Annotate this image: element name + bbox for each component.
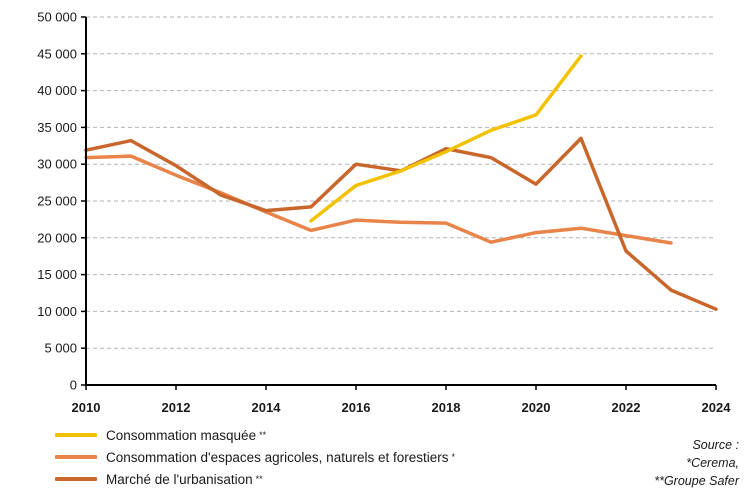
legend: Consommation masquée ** Consommation d'es… <box>55 424 455 490</box>
legend-item-consommation-masquee: Consommation masquée ** <box>55 424 455 446</box>
legend-item-marche-urbanisation: Marché de l'urbanisation ** <box>55 468 455 490</box>
y-tick-label: 30 000 <box>37 157 77 172</box>
y-tick-label: 15 000 <box>37 267 77 282</box>
y-tick-label: 50 000 <box>37 10 77 25</box>
y-tick-label: 40 000 <box>37 83 77 98</box>
series-lines <box>84 54 718 311</box>
legend-swatch <box>55 455 97 459</box>
y-tick-label: 45 000 <box>37 46 77 61</box>
y-tick-label: 35 000 <box>37 120 77 135</box>
x-tick-label: 2022 <box>612 400 641 415</box>
series-line-1 <box>84 154 673 245</box>
y-tick-label: 25 000 <box>37 194 77 209</box>
y-tick-label: 5 000 <box>44 341 77 356</box>
source-note: Source : *Cerema, **Groupe Safer <box>654 436 739 490</box>
series-line-0 <box>309 54 583 223</box>
legend-label: Consommation masquée <box>106 427 257 443</box>
legend-marker: * <box>451 452 456 462</box>
legend-swatch <box>55 433 97 437</box>
y-tick-label: 10 000 <box>37 304 77 319</box>
source-title: Source : <box>692 438 739 452</box>
legend-item-consommation-enaf: Consommation d'espaces agricoles, nature… <box>55 446 455 468</box>
y-tick-label: 20 000 <box>37 230 77 245</box>
x-tick-label: 2012 <box>162 400 191 415</box>
y-tick-label: 0 <box>70 378 77 393</box>
x-tick-label: 2014 <box>252 400 282 415</box>
grid-lines <box>86 16 716 349</box>
source-safer: **Groupe Safer <box>654 474 739 488</box>
x-axis-ticks: 2010 2012 2014 2016 2018 2020 2022 2024 <box>72 385 732 415</box>
x-tick-label: 2018 <box>432 400 461 415</box>
source-cerema: *Cerema, <box>686 456 739 470</box>
legend-marker: ** <box>259 430 267 440</box>
legend-marker: ** <box>255 474 263 484</box>
legend-label: Marché de l'urbanisation <box>106 471 253 487</box>
legend-swatch <box>55 477 97 481</box>
x-tick-label: 2016 <box>342 400 371 415</box>
legend-label: Consommation d'espaces agricoles, nature… <box>106 449 449 465</box>
x-tick-label: 2010 <box>72 400 101 415</box>
x-tick-label: 2024 <box>702 400 732 415</box>
y-axis-ticks: 0 5 000 10 000 15 000 20 000 25 000 30 000 35 0… <box>37 10 86 393</box>
x-tick-label: 2020 <box>522 400 551 415</box>
